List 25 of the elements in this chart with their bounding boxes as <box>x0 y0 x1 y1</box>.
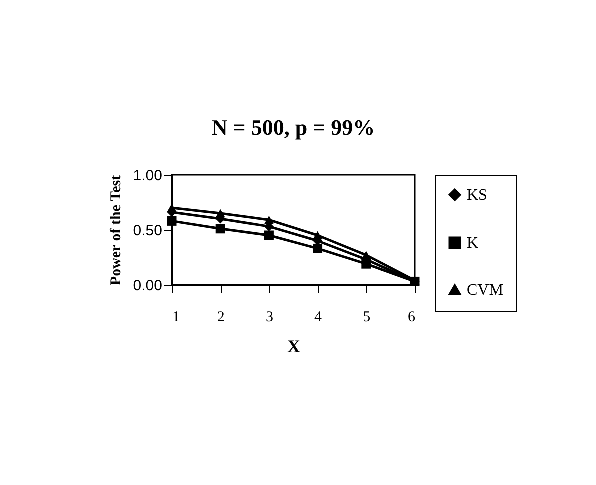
point <box>313 231 323 240</box>
point <box>362 251 372 260</box>
point <box>216 224 226 234</box>
point <box>167 216 177 226</box>
point <box>313 244 323 254</box>
x-tick-label: 4 <box>314 310 323 326</box>
y-tick-label: 0.50 <box>133 222 162 240</box>
legend-label: CVM <box>467 282 504 299</box>
x-tick-label: 5 <box>363 310 371 326</box>
y-tick-label: 1.00 <box>133 168 162 184</box>
legend-label: K <box>467 235 479 252</box>
x-axis-title: X <box>288 336 300 356</box>
x-tick-label: 3 <box>266 310 274 326</box>
point <box>362 259 372 269</box>
x-tick-label: 2 <box>217 310 225 326</box>
y-tick-label: 0.00 <box>133 278 162 294</box>
point <box>216 209 226 218</box>
point <box>167 204 177 212</box>
point <box>264 230 274 240</box>
x-tick-label: 1 <box>172 310 180 326</box>
chart-title: N = 500, p = 99% <box>212 115 376 140</box>
y-axis-title: Power of the Test <box>108 175 124 286</box>
point <box>264 216 274 224</box>
legend-label: KS <box>467 187 488 204</box>
x-tick-label: 6 <box>408 310 416 326</box>
